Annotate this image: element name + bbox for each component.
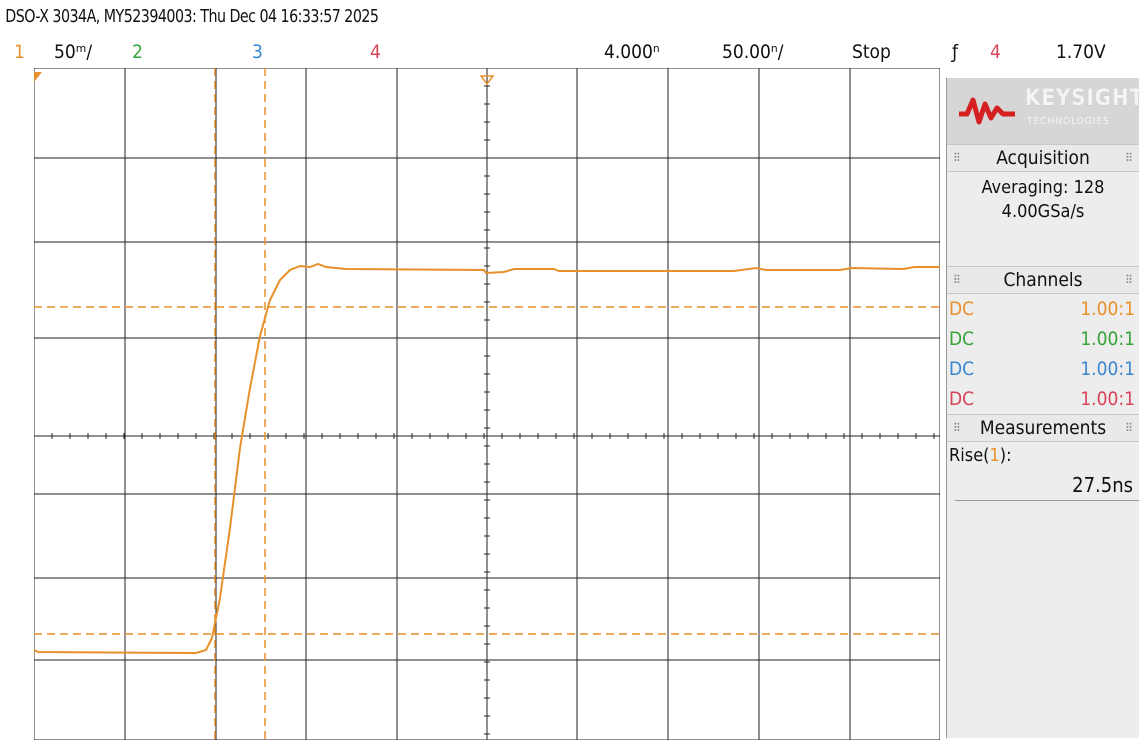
graticule-grid <box>34 68 940 740</box>
time-offset[interactable]: 4.000ⁿ <box>604 41 660 63</box>
channel-1-ground-marker[interactable] <box>34 72 42 82</box>
grip-icon: ⠿ <box>953 273 961 287</box>
trigger-level[interactable]: 1.70V <box>1056 41 1106 63</box>
measurement-value: 27.5ns <box>955 470 1139 501</box>
keysight-wave-icon <box>959 97 1015 125</box>
channel-3-row[interactable]: DC 1.00:1 <box>947 354 1139 384</box>
channels-title: Channels <box>1003 269 1083 291</box>
brand-subtitle: TECHNOLOGIES <box>1027 116 1110 127</box>
timebase[interactable]: 50.00ⁿ/ <box>722 41 784 63</box>
trigger-position-marker[interactable] <box>479 75 495 86</box>
acquisition-body: Averaging: 128 4.00GSa/s <box>947 172 1139 266</box>
grip-icon: ⠿ <box>1125 273 1133 287</box>
channels-header[interactable]: ⠿ Channels ⠿ <box>947 266 1139 294</box>
grip-icon: ⠿ <box>953 421 961 435</box>
run-state[interactable]: Stop <box>852 41 891 63</box>
side-panel: KEYSIGHT TECHNOLOGIES ⠿ Acquisition ⠿ Av… <box>946 78 1140 738</box>
acquisition-header[interactable]: ⠿ Acquisition ⠿ <box>947 144 1139 172</box>
probe-ratio: 1.00:1 <box>1080 388 1135 410</box>
status-bar: 1 50ᵐ/ 2 3 4 4.000ⁿ 50.00ⁿ/ Stop ƒ 4 1.7… <box>0 36 1140 68</box>
brand-logo: KEYSIGHT TECHNOLOGIES <box>947 78 1140 144</box>
channel-1-scale[interactable]: 50ᵐ/ <box>54 41 93 63</box>
channel-coupling: DC <box>949 358 975 380</box>
channel-coupling: DC <box>949 298 975 320</box>
waveform-display[interactable] <box>34 68 940 740</box>
probe-ratio: 1.00:1 <box>1080 298 1135 320</box>
channel-1-row[interactable]: DC 1.00:1 <box>947 294 1139 324</box>
window-title: DSO-X 3034A, MY52394003: Thu Dec 04 16:3… <box>5 6 379 27</box>
grip-icon: ⠿ <box>1125 421 1133 435</box>
acquisition-mode: Averaging: 128 <box>981 177 1105 198</box>
channel-coupling: DC <box>949 388 975 410</box>
probe-ratio: 1.00:1 <box>1080 358 1135 380</box>
trigger-edge-icon: ƒ <box>952 41 959 63</box>
measurement-label[interactable]: Rise(1): <box>947 442 1139 470</box>
measurements-title: Measurements <box>979 417 1107 439</box>
sample-rate: 4.00GSa/s <box>1001 201 1085 222</box>
channel-3-label[interactable]: 3 <box>252 41 263 63</box>
measurement-suffix: ): <box>999 445 1012 466</box>
measurements-header[interactable]: ⠿ Measurements ⠿ <box>947 414 1139 442</box>
grip-icon: ⠿ <box>953 151 961 165</box>
channel-4-label[interactable]: 4 <box>370 41 381 63</box>
measurement-source: 1 <box>989 445 1000 466</box>
channel-1-label[interactable]: 1 <box>14 41 25 63</box>
measurement-name: Rise( <box>949 445 990 466</box>
grip-icon: ⠿ <box>1125 151 1133 165</box>
probe-ratio: 1.00:1 <box>1080 328 1135 350</box>
channel-coupling: DC <box>949 328 975 350</box>
acquisition-title: Acquisition <box>996 147 1090 169</box>
trigger-source[interactable]: 4 <box>990 41 1001 63</box>
channel-2-label[interactable]: 2 <box>132 41 143 63</box>
channel-1-waveform <box>34 262 940 655</box>
channel-4-row[interactable]: DC 1.00:1 <box>947 384 1139 414</box>
brand-name: KEYSIGHT <box>1025 86 1140 111</box>
channel-2-row[interactable]: DC 1.00:1 <box>947 324 1139 354</box>
